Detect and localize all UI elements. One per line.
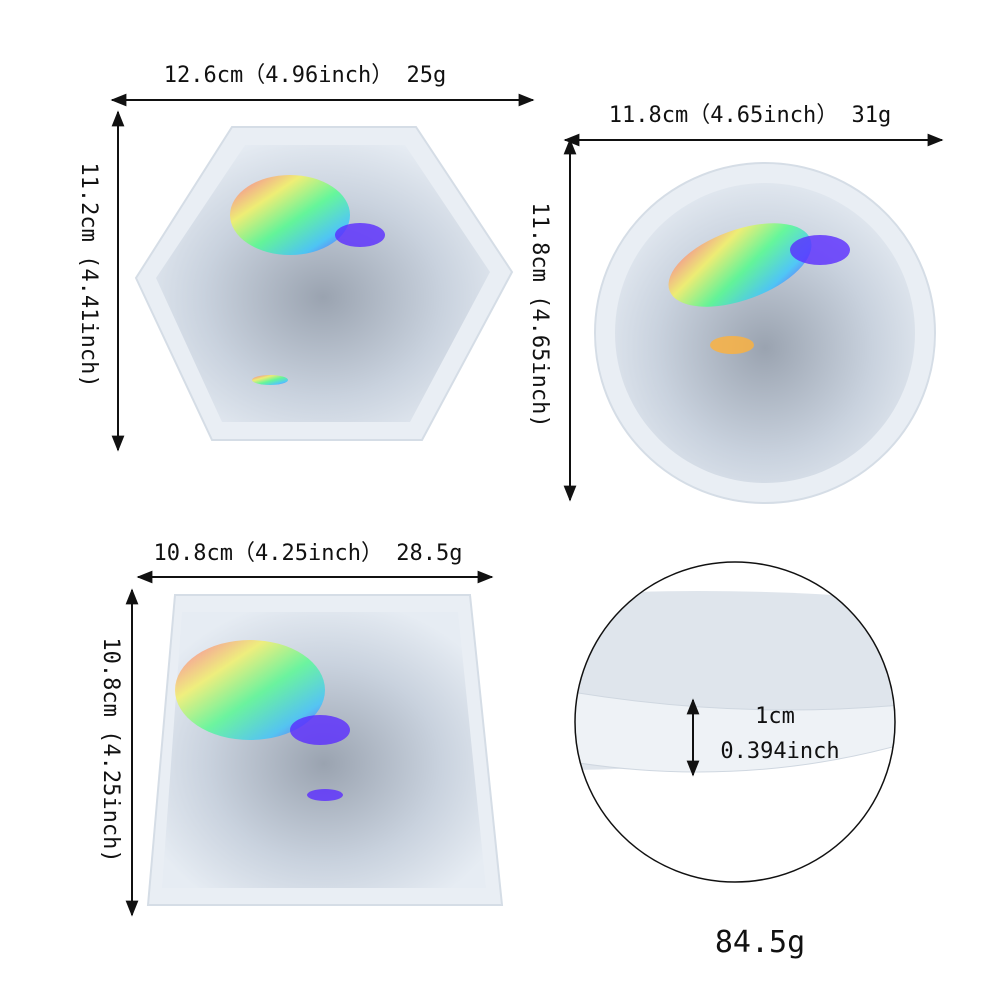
height-label: 10.8cm (4.25inch) xyxy=(98,637,123,862)
width-label: 11.8cm（4.65inch） 31g xyxy=(609,103,891,128)
total-weight: 84.5g xyxy=(715,925,805,960)
width-label: 12.6cm（4.96inch） 25g xyxy=(164,63,446,88)
thickness-imperial: 0.394inch xyxy=(720,739,839,764)
height-label: 11.2cm (4.41inch) xyxy=(76,162,101,387)
square-mold xyxy=(146,594,504,906)
thickness-detail xyxy=(574,561,896,883)
width-label: 10.8cm（4.25inch） 28.5g xyxy=(154,541,463,566)
height-label: 11.8cm (4.65inch) xyxy=(527,202,552,427)
thickness-metric: 1cm xyxy=(755,704,795,729)
hexagon-mold xyxy=(134,126,514,441)
round-mold xyxy=(594,162,936,504)
